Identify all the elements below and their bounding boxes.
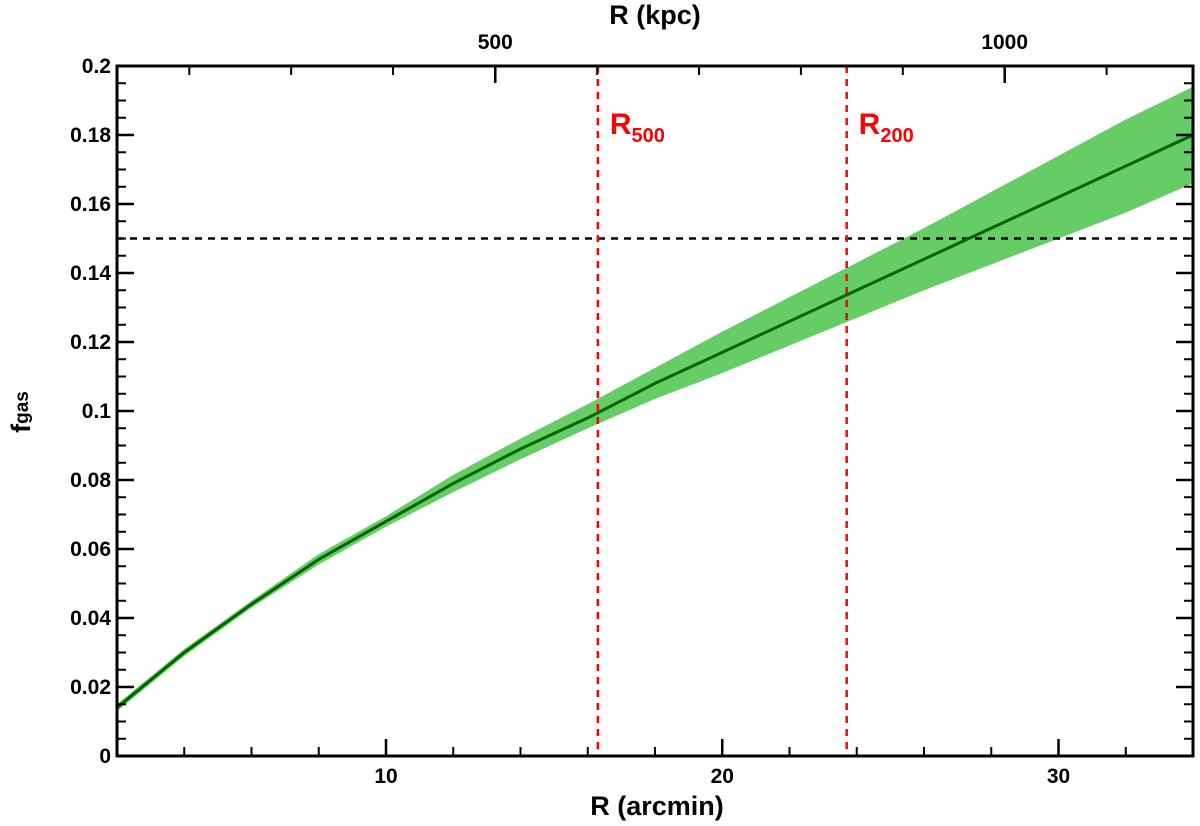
top-axis-title: R (kpc) <box>609 0 701 30</box>
y-tick-label: 0.14 <box>70 262 111 285</box>
reference-lines-layer <box>117 66 1193 756</box>
label-r200-main: R <box>859 108 881 141</box>
x-tick-label: 10 <box>374 765 397 788</box>
y-tick-label: 0.12 <box>70 331 111 354</box>
confidence-band-layer <box>117 86 1193 712</box>
label-r500-main: R <box>610 108 632 141</box>
confidence-band-0 <box>117 86 1193 712</box>
labels-layer: R (arcmin) R (kpc) fgas R500 R20000.020.0… <box>6 0 1070 821</box>
y-tick-label: 0 <box>99 745 111 768</box>
y-axis-title: fgas <box>6 391 36 433</box>
label-r500: R500 <box>610 108 665 147</box>
fgas-curve-0 <box>116 133 1194 709</box>
y-tick-label: 0.2 <box>82 55 111 78</box>
y-tick-label: 0.04 <box>70 607 111 630</box>
label-r200: R200 <box>859 108 914 147</box>
y-axis-title-sub: gas <box>12 391 33 424</box>
top-tick-label: 500 <box>478 31 513 54</box>
y-tick-label: 0.18 <box>70 124 111 147</box>
y-tick-label: 0.1 <box>82 400 112 423</box>
fgas-curve-layer <box>116 133 1194 709</box>
y-axis-title-main: f <box>6 423 36 433</box>
y-tick-label: 0.16 <box>70 193 111 216</box>
x-tick-label: 30 <box>1047 765 1070 788</box>
label-r200-sub: 200 <box>880 125 913 147</box>
x-axis-title: R (arcmin) <box>590 791 724 821</box>
y-tick-label: 0.08 <box>70 469 111 492</box>
y-tick-label: 0.06 <box>70 538 111 561</box>
label-r500-sub: 500 <box>632 125 665 147</box>
x-tick-label: 20 <box>711 765 734 788</box>
plot-frame <box>115 64 1195 758</box>
top-tick-label: 1000 <box>981 31 1028 54</box>
y-tick-label: 0.02 <box>70 676 111 699</box>
plot-frame-layer <box>115 64 1195 758</box>
